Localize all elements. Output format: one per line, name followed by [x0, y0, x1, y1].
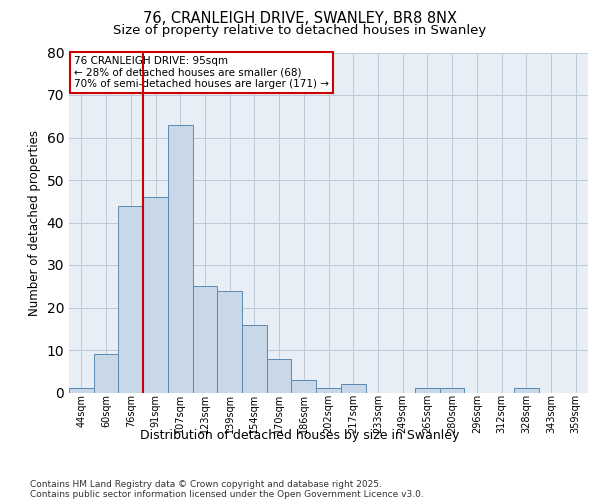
Bar — [440, 388, 464, 392]
Text: Distribution of detached houses by size in Swanley: Distribution of detached houses by size … — [140, 430, 460, 442]
Bar — [316, 388, 341, 392]
Text: 76, CRANLEIGH DRIVE, SWANLEY, BR8 8NX: 76, CRANLEIGH DRIVE, SWANLEY, BR8 8NX — [143, 11, 457, 26]
Text: Size of property relative to detached houses in Swanley: Size of property relative to detached ho… — [113, 24, 487, 37]
Bar — [193, 286, 217, 393]
Bar — [267, 358, 292, 392]
Bar — [94, 354, 118, 393]
Bar — [168, 124, 193, 392]
Bar — [341, 384, 365, 392]
Bar — [118, 206, 143, 392]
Bar — [415, 388, 440, 392]
Text: Contains HM Land Registry data © Crown copyright and database right 2025.
Contai: Contains HM Land Registry data © Crown c… — [30, 480, 424, 499]
Bar — [143, 197, 168, 392]
Text: 76 CRANLEIGH DRIVE: 95sqm
← 28% of detached houses are smaller (68)
70% of semi-: 76 CRANLEIGH DRIVE: 95sqm ← 28% of detac… — [74, 56, 329, 89]
Bar — [514, 388, 539, 392]
Bar — [242, 324, 267, 392]
Bar — [292, 380, 316, 392]
Bar — [69, 388, 94, 392]
Y-axis label: Number of detached properties: Number of detached properties — [28, 130, 41, 316]
Bar — [217, 290, 242, 392]
